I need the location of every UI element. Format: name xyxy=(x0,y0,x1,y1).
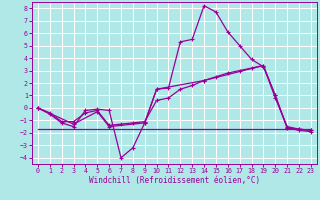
X-axis label: Windchill (Refroidissement éolien,°C): Windchill (Refroidissement éolien,°C) xyxy=(89,176,260,185)
